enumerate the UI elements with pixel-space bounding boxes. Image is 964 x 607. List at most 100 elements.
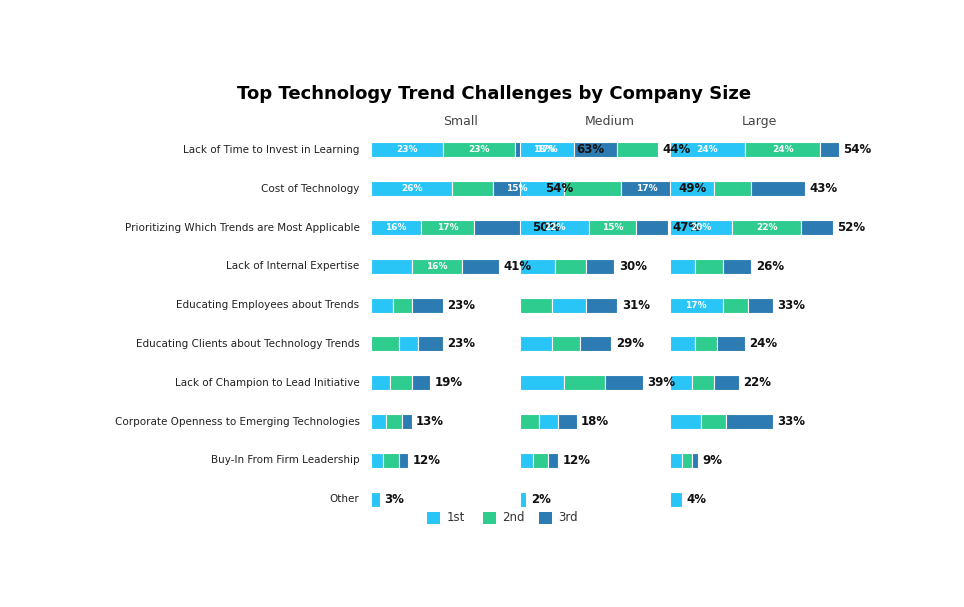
Text: Top Technology Trend Challenges by Company Size: Top Technology Trend Challenges by Compa… — [237, 84, 751, 103]
Text: Educating Clients about Technology Trends: Educating Clients about Technology Trend… — [136, 339, 360, 349]
Bar — [392, 297, 412, 313]
Text: Other: Other — [330, 494, 360, 504]
Text: 63%: 63% — [576, 143, 604, 157]
Text: 26%: 26% — [756, 260, 784, 273]
Text: Cost of Technology: Cost of Technology — [261, 184, 360, 194]
Text: 18%: 18% — [532, 146, 554, 154]
Text: 3%: 3% — [385, 493, 405, 506]
Text: Corporate Openness to Emerging Technologies: Corporate Openness to Emerging Technolog… — [115, 416, 360, 427]
Bar — [551, 297, 586, 313]
Bar — [371, 453, 384, 468]
Bar — [574, 143, 618, 157]
Text: 4%: 4% — [686, 493, 707, 506]
Text: Prioritizing Which Trends are Most Applicable: Prioritizing Which Trends are Most Appli… — [124, 223, 360, 232]
Bar — [371, 220, 421, 235]
Text: 22%: 22% — [756, 223, 778, 232]
Bar — [586, 297, 618, 313]
Bar — [670, 297, 723, 313]
Bar — [539, 414, 558, 429]
Text: 44%: 44% — [662, 143, 691, 157]
Bar — [670, 181, 713, 196]
Text: 19%: 19% — [435, 376, 463, 389]
Bar — [564, 375, 605, 390]
Bar — [670, 259, 695, 274]
Bar — [521, 375, 564, 390]
Text: 17%: 17% — [685, 300, 708, 310]
Text: 17%: 17% — [636, 185, 658, 193]
Bar — [723, 297, 748, 313]
Text: 12%: 12% — [413, 454, 441, 467]
Bar — [462, 259, 499, 274]
Bar — [691, 453, 698, 468]
Bar — [751, 181, 805, 196]
Text: 23%: 23% — [447, 337, 475, 350]
Bar — [452, 181, 494, 196]
Text: Medium: Medium — [585, 115, 635, 129]
Text: 26%: 26% — [401, 185, 422, 193]
Text: 24%: 24% — [772, 146, 793, 154]
Text: Educating Employees about Trends: Educating Employees about Trends — [176, 300, 360, 310]
Bar — [670, 492, 683, 507]
Bar — [605, 375, 643, 390]
Bar — [521, 220, 589, 235]
Text: 29%: 29% — [616, 337, 644, 350]
Bar — [521, 259, 554, 274]
Bar — [691, 375, 713, 390]
Text: 3rd: 3rd — [558, 511, 578, 524]
Bar — [389, 375, 412, 390]
Bar — [558, 414, 576, 429]
Bar — [521, 297, 551, 313]
Text: 52%: 52% — [838, 221, 866, 234]
Bar — [726, 414, 773, 429]
Bar — [670, 375, 691, 390]
Text: 16%: 16% — [426, 262, 447, 271]
Text: 47%: 47% — [672, 221, 700, 234]
Text: 16%: 16% — [386, 223, 407, 232]
Bar — [733, 220, 801, 235]
Text: 12%: 12% — [562, 454, 590, 467]
Bar — [399, 336, 417, 351]
Text: 24%: 24% — [749, 337, 778, 350]
Text: Lack of Champion to Lead Initiative: Lack of Champion to Lead Initiative — [174, 378, 360, 388]
Bar — [371, 297, 392, 313]
Bar — [670, 453, 683, 468]
Text: 33%: 33% — [778, 415, 806, 428]
Bar — [683, 453, 691, 468]
Bar — [515, 143, 572, 157]
Bar — [713, 375, 738, 390]
Text: 39%: 39% — [647, 376, 675, 389]
Text: 24%: 24% — [696, 146, 718, 154]
Bar — [387, 414, 402, 429]
Bar — [412, 375, 430, 390]
Bar — [551, 336, 579, 351]
Text: 23%: 23% — [396, 146, 417, 154]
Bar — [494, 181, 540, 196]
Text: 13%: 13% — [416, 415, 444, 428]
Bar — [371, 336, 399, 351]
Text: 22%: 22% — [743, 376, 771, 389]
Bar — [579, 336, 611, 351]
Bar — [701, 414, 726, 429]
Text: 15%: 15% — [602, 223, 624, 232]
Bar — [427, 512, 441, 524]
Text: 50%: 50% — [532, 221, 560, 234]
Text: Buy-In From Firm Leadership: Buy-In From Firm Leadership — [211, 455, 360, 466]
Bar — [695, 336, 716, 351]
Bar — [474, 220, 527, 235]
Text: 18%: 18% — [581, 415, 609, 428]
Bar — [371, 492, 380, 507]
Bar — [618, 143, 658, 157]
Bar — [412, 297, 442, 313]
Bar — [713, 181, 751, 196]
Bar — [539, 512, 552, 524]
Bar — [586, 259, 614, 274]
Bar — [801, 220, 833, 235]
Bar — [716, 336, 745, 351]
Text: Lack of Internal Expertise: Lack of Internal Expertise — [227, 262, 360, 271]
Bar — [412, 259, 462, 274]
Bar — [636, 220, 668, 235]
Bar — [748, 297, 773, 313]
Bar — [670, 336, 695, 351]
Text: 1st: 1st — [446, 511, 465, 524]
Text: Lack of Time to Invest in Learning: Lack of Time to Invest in Learning — [183, 145, 360, 155]
